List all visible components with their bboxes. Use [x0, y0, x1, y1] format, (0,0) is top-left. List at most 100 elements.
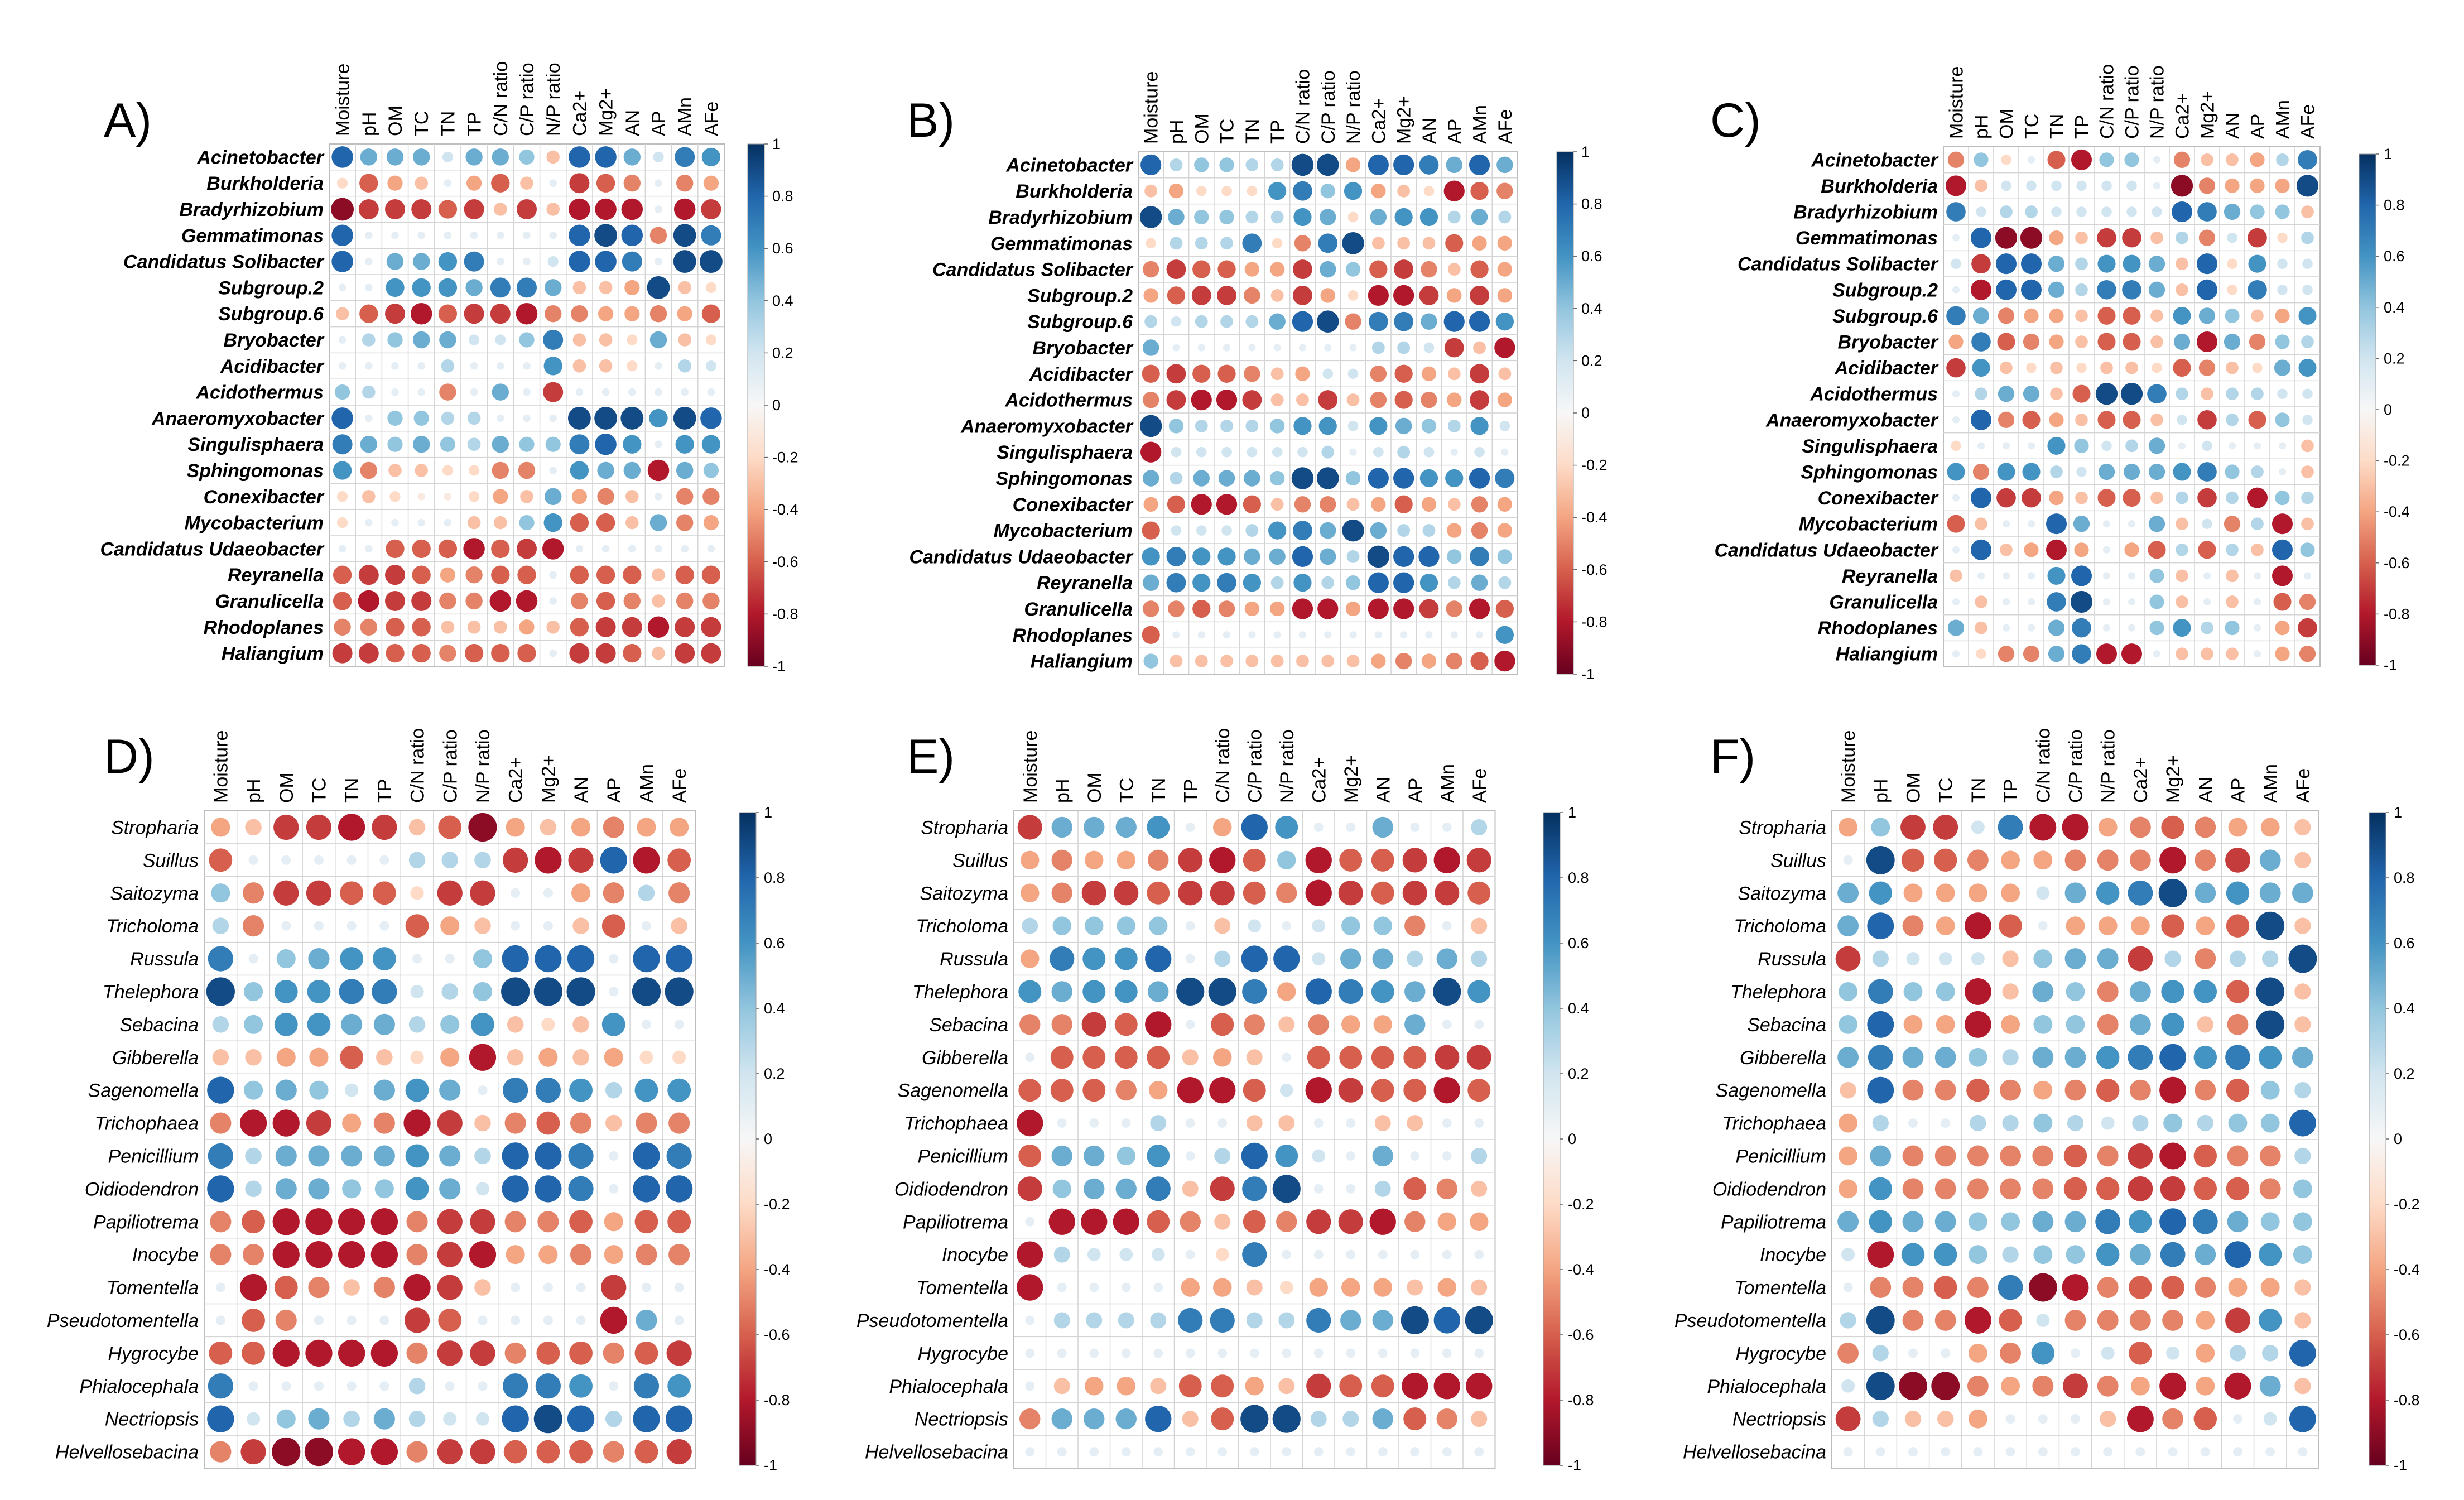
- correlation-dot: [2196, 1376, 2215, 1396]
- column-label: C/N ratio: [1292, 69, 1313, 144]
- correlation-dot: [494, 621, 507, 634]
- correlation-dot: [360, 148, 378, 166]
- correlation-dot: [2128, 1045, 2153, 1070]
- correlation-dot: [1447, 210, 1461, 224]
- correlation-dot: [2253, 650, 2261, 658]
- row-label: Helvellosebacina: [1683, 1442, 1826, 1463]
- correlation-dot: [2002, 624, 2010, 632]
- correlation-dot: [596, 513, 615, 532]
- correlation-dot: [634, 1078, 658, 1102]
- correlation-dot: [2298, 618, 2317, 638]
- correlation-dot: [2148, 516, 2165, 532]
- correlation-dot: [2265, 1447, 2275, 1457]
- correlation-dot: [2101, 1116, 2115, 1130]
- correlation-dot: [470, 231, 478, 239]
- correlation-dot: [2128, 880, 2153, 906]
- correlation-dot: [1946, 202, 1966, 222]
- colorbar-tick-label: -1: [2394, 1457, 2407, 1474]
- correlation-dot: [572, 281, 586, 295]
- correlation-dot: [1403, 1407, 1427, 1431]
- correlation-dot: [493, 489, 508, 504]
- correlation-dot: [1291, 467, 1314, 489]
- correlation-dot: [2002, 950, 2019, 967]
- grid-lines: [329, 144, 724, 666]
- correlation-dot: [2168, 1447, 2178, 1457]
- correlation-dot: [1292, 598, 1313, 619]
- correlation-dot: [1296, 655, 1309, 668]
- correlation-dot: [1171, 316, 1182, 327]
- correlation-dot: [1395, 417, 1412, 435]
- correlation-dot: [2150, 413, 2163, 426]
- correlation-dot: [2171, 201, 2193, 223]
- correlation-dot: [439, 1145, 461, 1167]
- grid-lines: [1138, 152, 1518, 674]
- row-label: Gibberella: [112, 1047, 199, 1069]
- correlation-dot: [2201, 647, 2213, 661]
- correlation-dot: [496, 414, 504, 422]
- column-label: C/P ratio: [2122, 65, 2143, 139]
- correlation-dot: [276, 1047, 296, 1067]
- correlation-dot: [1839, 1015, 1858, 1034]
- correlation-dot: [1243, 1079, 1266, 1102]
- correlation-dot: [2032, 981, 2054, 1002]
- correlation-dot: [1474, 1020, 1484, 1030]
- correlation-dot: [1410, 1249, 1420, 1259]
- correlation-dot: [1185, 954, 1195, 964]
- correlation-dot: [1346, 1249, 1356, 1259]
- correlation-dot: [1114, 1046, 1138, 1069]
- correlation-dot: [667, 1078, 691, 1102]
- correlation-dot: [623, 174, 641, 192]
- correlation-dot: [1899, 1372, 1927, 1401]
- correlation-dot: [1341, 916, 1360, 935]
- column-label: Ca2+: [1368, 98, 1389, 144]
- correlation-dot: [2196, 331, 2218, 353]
- correlation-dot: [1278, 1115, 1295, 1132]
- correlation-dot: [2097, 981, 2119, 1002]
- correlation-dot: [1964, 978, 1991, 1005]
- correlation-dot: [1947, 463, 1965, 481]
- correlation-dot: [1345, 262, 1361, 277]
- correlation-dot: [1902, 1079, 1924, 1101]
- correlation-dot: [246, 1412, 261, 1426]
- correlation-dot: [1466, 1045, 1491, 1070]
- correlation-dot: [2196, 916, 2215, 936]
- correlation-dot: [2262, 1345, 2279, 1362]
- correlation-dot: [474, 852, 491, 869]
- correlation-dot: [1166, 546, 1186, 566]
- column-label: N/P ratio: [2098, 729, 2119, 803]
- correlation-dot: [2274, 359, 2291, 376]
- correlation-dot: [1053, 1378, 1070, 1395]
- correlation-dot: [212, 917, 229, 934]
- correlation-dot: [1144, 315, 1158, 328]
- correlation-dot: [2233, 1447, 2242, 1457]
- correlation-dot: [345, 1083, 359, 1097]
- correlation-dot: [1210, 1176, 1235, 1201]
- correlation-dot: [391, 231, 399, 239]
- correlation-dot: [1471, 1180, 1488, 1197]
- correlation-dot: [2294, 983, 2311, 1000]
- correlation-dot: [1403, 1079, 1427, 1102]
- correlation-dot: [1316, 153, 1339, 176]
- correlation-dot: [2294, 1378, 2311, 1395]
- correlation-dot: [1471, 917, 1488, 934]
- correlation-dot: [1498, 210, 1512, 224]
- correlation-dot: [2251, 387, 2264, 401]
- correlation-dot: [570, 565, 589, 584]
- row-label: Candidatus Udaeobacter: [1714, 540, 1938, 561]
- correlation-dot: [1082, 1046, 1106, 1069]
- row-label: Acidothermus: [1810, 384, 1938, 405]
- correlation-dot: [1293, 417, 1312, 435]
- correlation-dot: [275, 1145, 297, 1167]
- column-label: TC: [1936, 778, 1957, 803]
- correlation-dot: [1371, 237, 1385, 250]
- correlation-dot: [1495, 468, 1515, 488]
- correlation-dot: [372, 979, 397, 1004]
- correlation-dot: [1339, 1374, 1363, 1398]
- row-label: Candidatus Solibacter: [932, 259, 1134, 281]
- correlation-dot: [1474, 1249, 1484, 1259]
- row-label: Papiliotrema: [903, 1211, 1008, 1233]
- correlation-dot: [549, 414, 557, 422]
- correlation-dot: [1950, 569, 1962, 583]
- correlation-dot: [1192, 364, 1211, 383]
- correlation-dot: [599, 281, 613, 295]
